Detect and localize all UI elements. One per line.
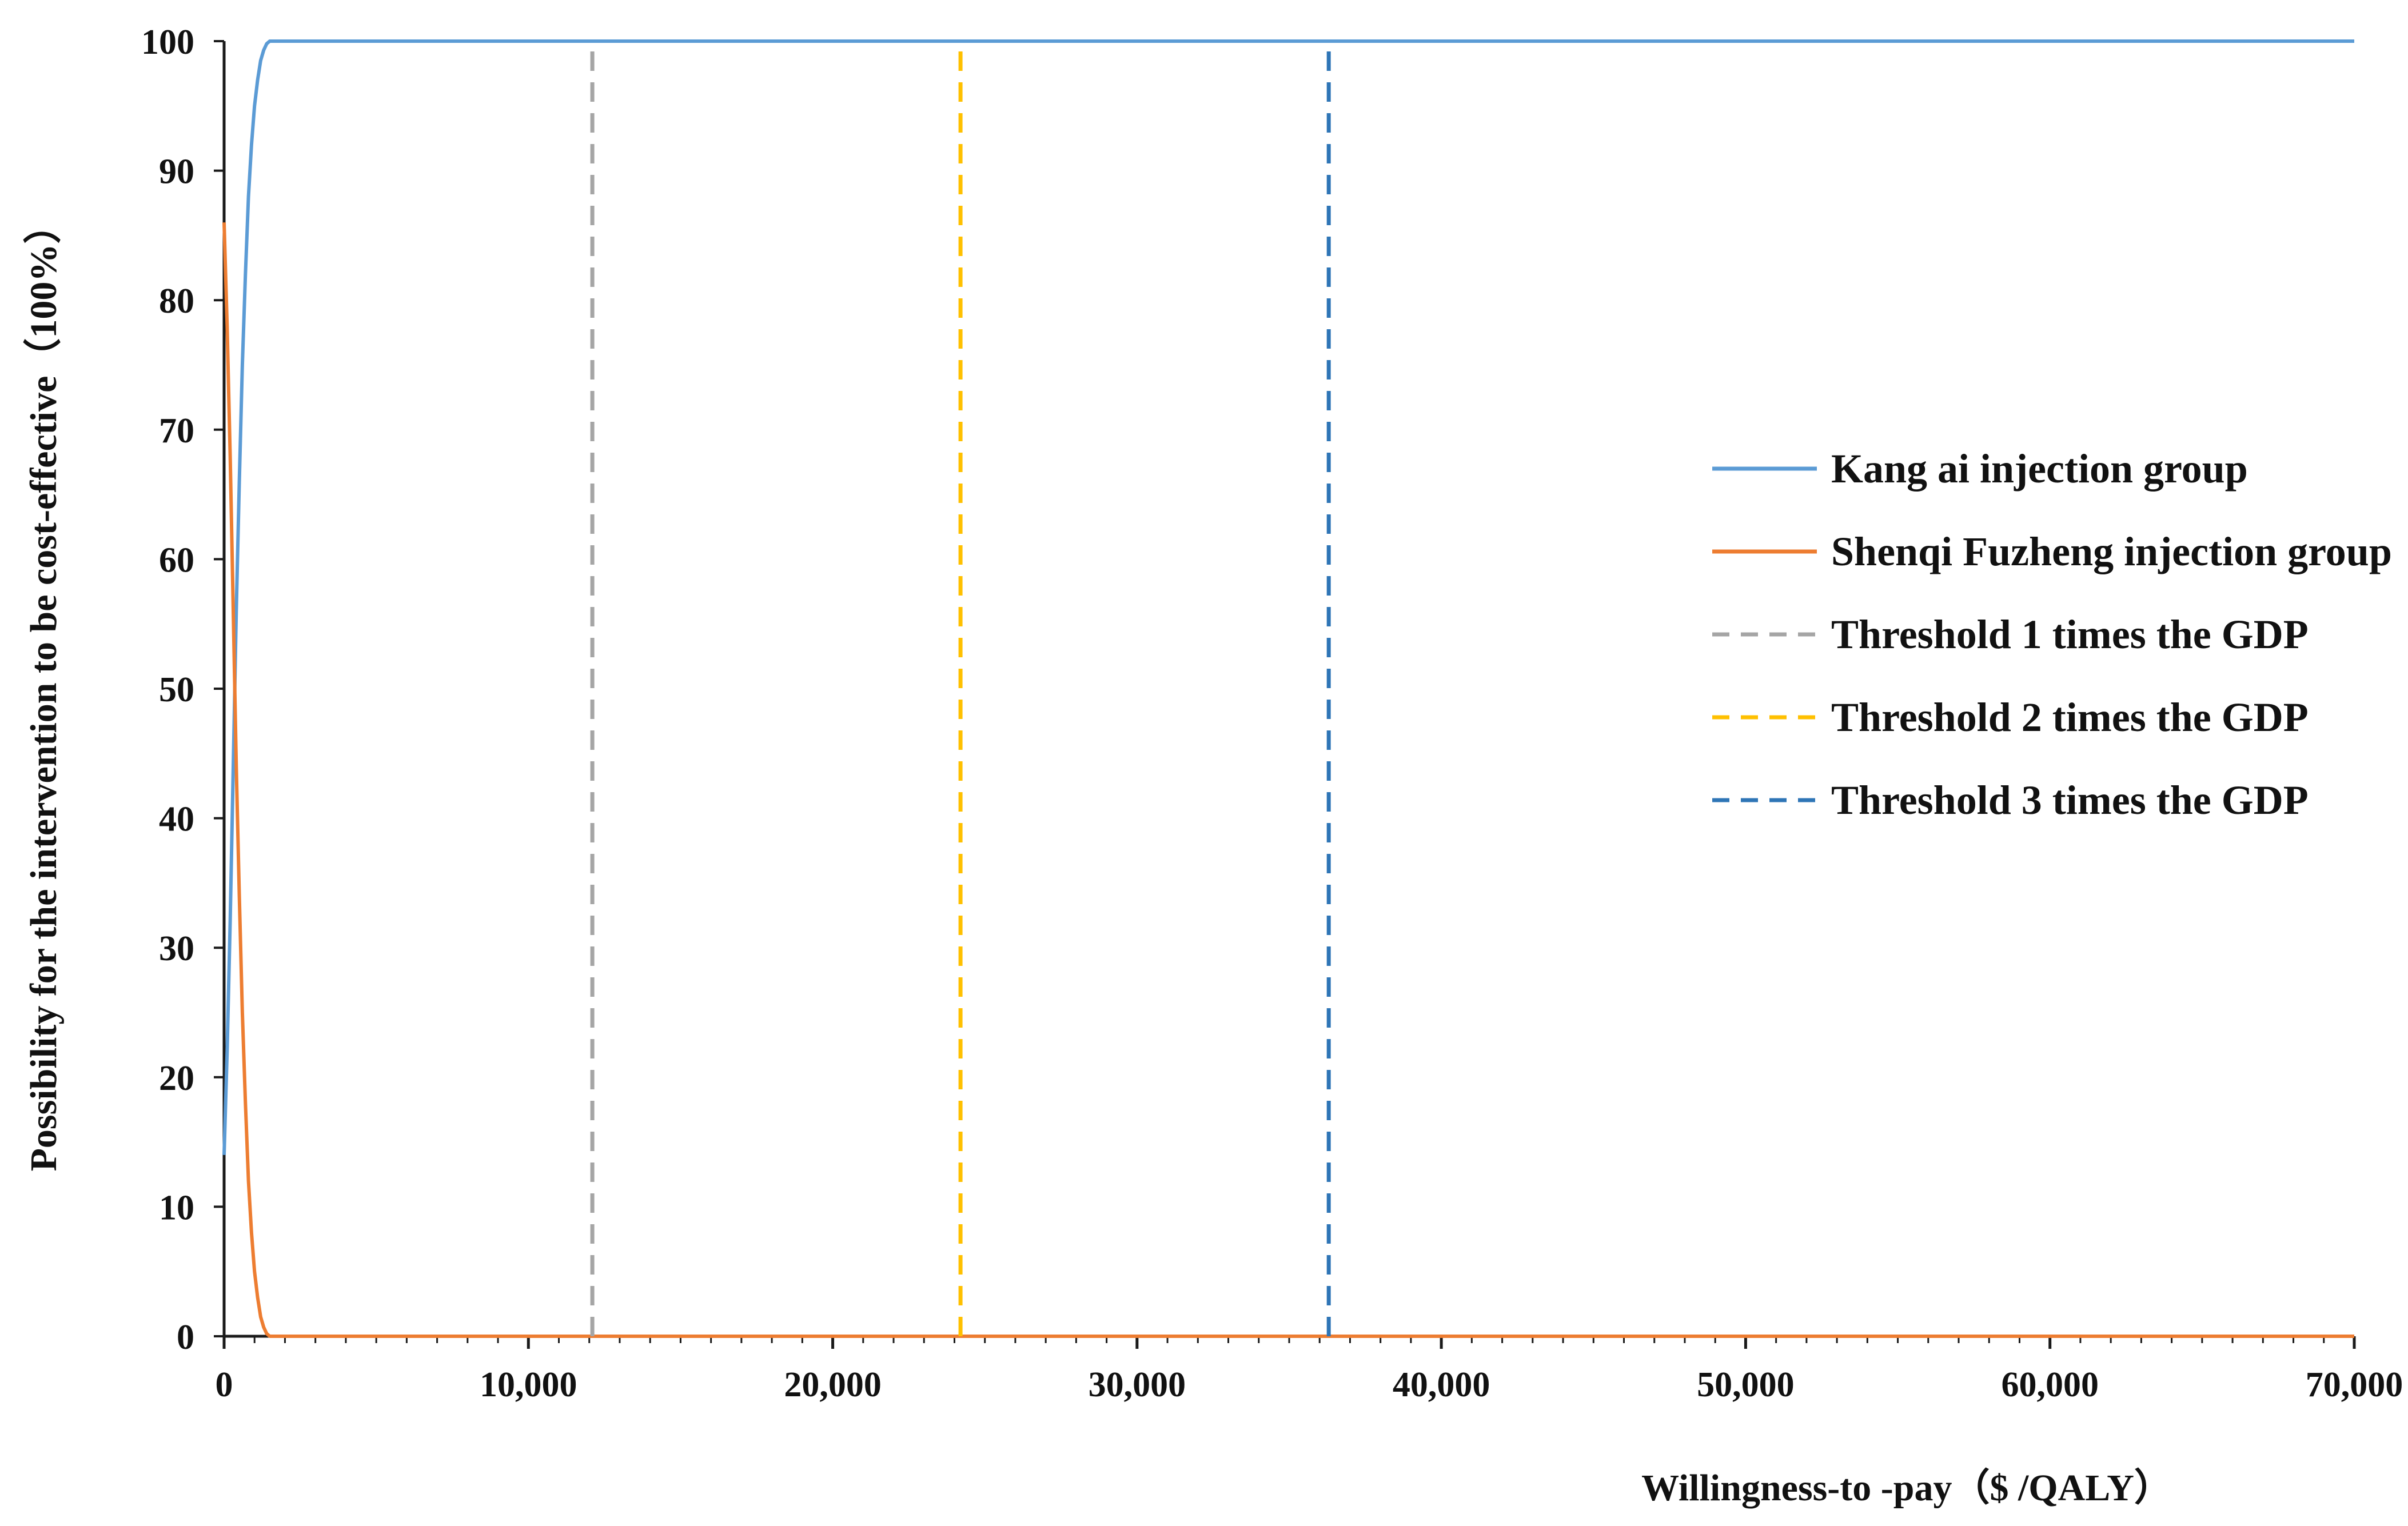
x-tick-label: 20,000 bbox=[784, 1365, 882, 1404]
legend-label-4: Threshold 2 times the GDP bbox=[1831, 694, 2309, 740]
y-tick-label: 50 bbox=[159, 670, 194, 709]
y-tick-label: 70 bbox=[159, 412, 194, 450]
x-tick-label: 40,000 bbox=[1393, 1365, 1490, 1404]
y-axis-title: Possibility for the intervention to be c… bbox=[22, 206, 65, 1172]
x-axis-title: Willingness-to -pay（$ /QALY） bbox=[1641, 1467, 2172, 1509]
y-tick-label: 40 bbox=[159, 800, 194, 839]
x-tick-label: 70,000 bbox=[2306, 1365, 2403, 1404]
legend-label-1: Kang ai injection group bbox=[1831, 446, 2248, 492]
y-tick-label: 80 bbox=[159, 282, 194, 321]
legend-label-3: Threshold 1 times the GDP bbox=[1831, 612, 2309, 657]
y-tick-label: 20 bbox=[159, 1059, 194, 1098]
y-tick-label: 30 bbox=[159, 929, 194, 968]
y-tick-label: 60 bbox=[159, 541, 194, 580]
y-tick-label: 10 bbox=[159, 1188, 194, 1227]
series-line-2 bbox=[222, 222, 2354, 1338]
x-tick-label: 0 bbox=[216, 1365, 233, 1404]
series-line-1 bbox=[222, 39, 2354, 1155]
y-tick-label: 90 bbox=[159, 153, 194, 191]
series-layer bbox=[222, 39, 2354, 1338]
legend: Kang ai injection group Shenqi Fuzheng in… bbox=[1712, 446, 2392, 823]
axes-layer: 0 10,000 20,000 30,000 40,000 50,000 60,000 70,… bbox=[141, 23, 2403, 1404]
x-tick-label: 10,000 bbox=[480, 1365, 577, 1404]
legend-label-2: Shenqi Fuzheng injection group bbox=[1831, 529, 2392, 574]
x-tick-label: 30,000 bbox=[1089, 1365, 1186, 1404]
x-tick-label: 50,000 bbox=[1697, 1365, 1795, 1404]
legend-label-5: Threshold 3 times the GDP bbox=[1831, 777, 2309, 823]
y-tick-label: 0 bbox=[177, 1318, 194, 1357]
x-tick-label: 60,000 bbox=[2001, 1365, 2099, 1404]
y-tick-label: 100 bbox=[141, 23, 194, 62]
